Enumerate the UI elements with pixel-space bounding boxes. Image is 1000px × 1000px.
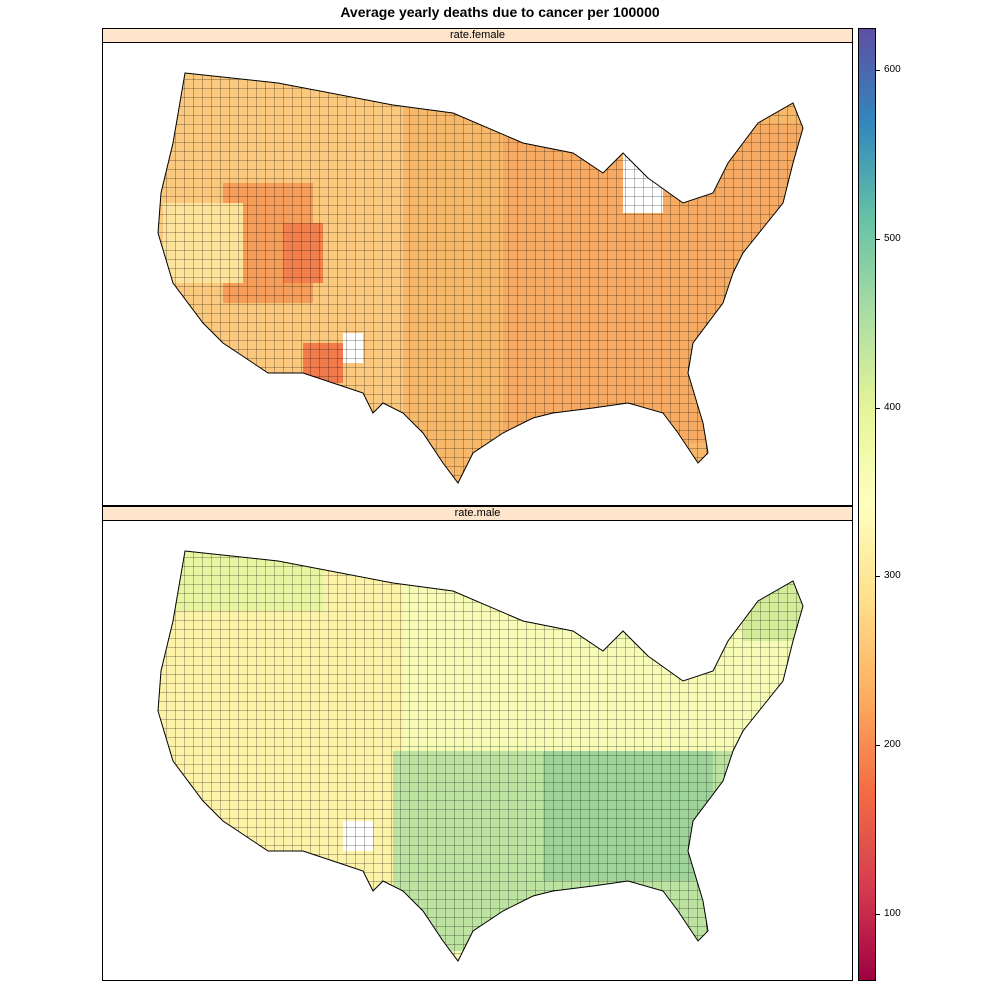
colorkey-tick-label: 600	[884, 64, 901, 76]
us-county-map-male	[157, 550, 804, 962]
panel-rate-female: rate.female	[102, 28, 853, 506]
colorkey-tick-mark	[876, 70, 880, 72]
figure-title: Average yearly deaths due to cancer per …	[340, 4, 660, 20]
panel-rate-male: rate.male	[102, 506, 853, 981]
colorkey-tick-mark	[876, 407, 880, 409]
colorkey-tick-mark	[876, 576, 880, 578]
map-area-female	[103, 43, 852, 505]
colorkey-tick-label: 500	[884, 232, 901, 244]
panel-strip-male: rate.male	[103, 507, 852, 521]
colorkey-axis: 100 200 300 400 500 600	[876, 28, 936, 981]
colorkey-tick-mark	[876, 913, 880, 915]
colorkey-tick-mark	[876, 744, 880, 746]
colorkey-tick-label: 100	[884, 907, 901, 919]
us-outline-male	[158, 551, 803, 961]
panel-strip-female: rate.female	[103, 29, 852, 43]
colorkey-tick-label: 400	[884, 401, 901, 413]
colorkey-tick-label: 200	[884, 738, 901, 750]
us-county-map-female	[157, 72, 804, 484]
us-outline-female	[158, 73, 803, 483]
colorkey-bar	[858, 28, 876, 981]
map-area-male	[103, 521, 852, 980]
colorkey-tick-mark	[876, 238, 880, 240]
colorkey-tick-label: 300	[884, 570, 901, 582]
